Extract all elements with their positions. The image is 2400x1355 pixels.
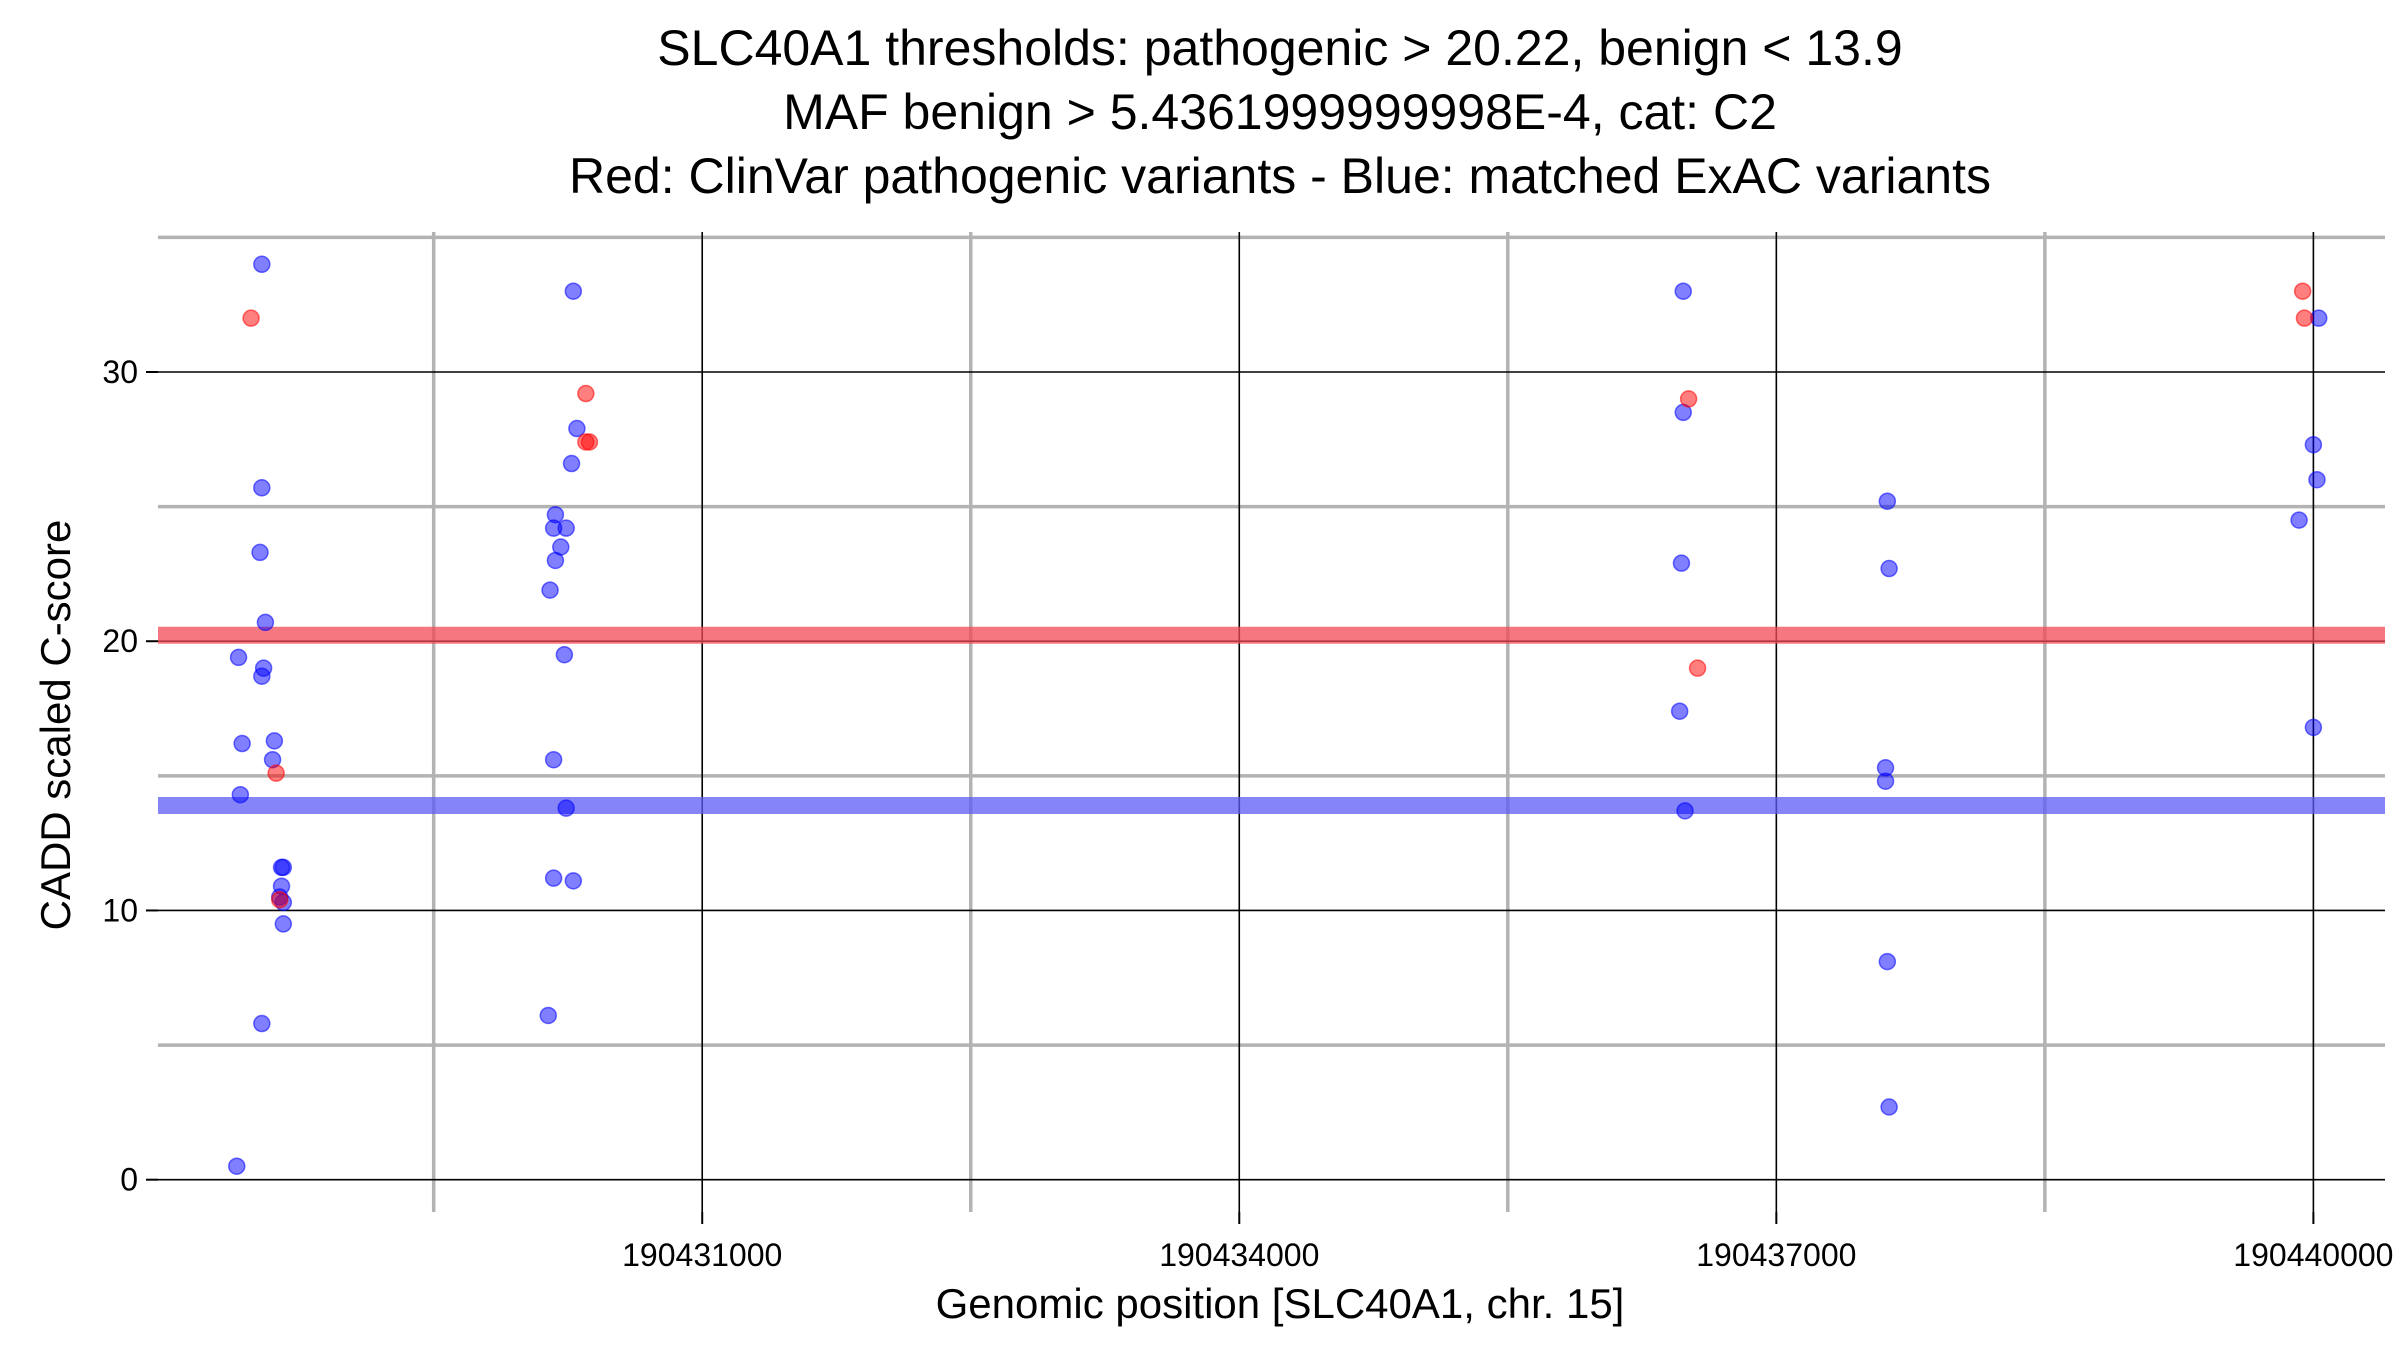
x-axis-title: Genomic position [SLC40A1, chr. 15]	[936, 1280, 1625, 1327]
benign-point	[1674, 282, 1692, 300]
benign-point	[1672, 554, 1691, 572]
benign-point	[557, 799, 575, 817]
benign-point	[1876, 772, 1895, 790]
benign-point	[265, 732, 284, 750]
benign-point	[253, 667, 271, 685]
pathogenic-point	[2293, 282, 2312, 300]
y-tick-label: 0	[120, 1162, 138, 1198]
benign-point	[546, 551, 565, 570]
pathogenic-point	[1679, 390, 1698, 408]
axes: 0 10 20 30 190431000 190434000 190437000 190440…	[102, 354, 2393, 1273]
benign-point	[541, 581, 559, 599]
title-line-3: Red: ClinVar pathogenic variants - Blue:…	[569, 148, 1991, 204]
pathogenic-point	[270, 890, 289, 909]
y-tick-label: 30	[102, 354, 138, 390]
y-tick-label: 20	[102, 623, 138, 659]
benign-point	[274, 915, 293, 933]
benign-point	[253, 479, 271, 497]
threshold-lines	[158, 626, 2385, 814]
benign-point	[2304, 435, 2323, 454]
pathogenic-point	[2295, 309, 2314, 327]
benign-point	[256, 613, 275, 632]
benign-point	[231, 785, 250, 804]
benign-point	[544, 869, 563, 887]
benign-point	[251, 543, 269, 562]
benign-point	[2308, 470, 2326, 489]
x-tick-label: 190437000	[1696, 1237, 1856, 1273]
benign-point	[1878, 492, 1897, 510]
grid	[158, 232, 2385, 1212]
benign-point	[557, 519, 575, 537]
chart-title: SLC40A1 thresholds: pathogenic > 20.22, …	[569, 20, 1991, 204]
pathogenic-point	[577, 384, 595, 403]
title-line-2: MAF benign > 5.4361999999998E-4, cat: C2	[783, 84, 1777, 140]
title-line-1: SLC40A1 thresholds: pathogenic > 20.22, …	[657, 20, 1902, 76]
benign-point	[568, 419, 586, 438]
benign-point	[229, 648, 248, 667]
y-tick-label: 10	[102, 892, 138, 928]
pathogenic-point	[1688, 659, 1707, 677]
pathogenic-point	[580, 433, 599, 451]
benign-point	[564, 872, 583, 890]
y-axis-title: CADD scaled C-score	[32, 520, 79, 931]
benign-point	[1880, 1098, 1898, 1116]
benign-point	[544, 750, 563, 769]
benign-point	[562, 454, 581, 473]
benign-point	[555, 645, 574, 664]
benign-point	[2290, 511, 2308, 529]
benign-point	[253, 255, 271, 274]
x-tick-label: 190434000	[1159, 1237, 1319, 1273]
benign-point	[1880, 559, 1898, 578]
benign-point	[564, 282, 583, 300]
benign-point	[233, 734, 251, 753]
x-tick-label: 190431000	[622, 1237, 782, 1273]
data-points	[228, 255, 2328, 1175]
benign-point	[228, 1157, 246, 1175]
benign-point	[253, 1014, 271, 1033]
x-tick-label: 190440000	[2233, 1237, 2393, 1273]
benign-point	[2304, 718, 2323, 737]
benign-point	[1878, 952, 1897, 971]
benign-point	[539, 1006, 558, 1025]
pathogenic-point	[242, 309, 260, 327]
pathogenic-point	[267, 764, 285, 782]
benign-point	[272, 858, 291, 877]
benign-point	[1670, 702, 1689, 720]
benign-point	[1676, 802, 1694, 820]
